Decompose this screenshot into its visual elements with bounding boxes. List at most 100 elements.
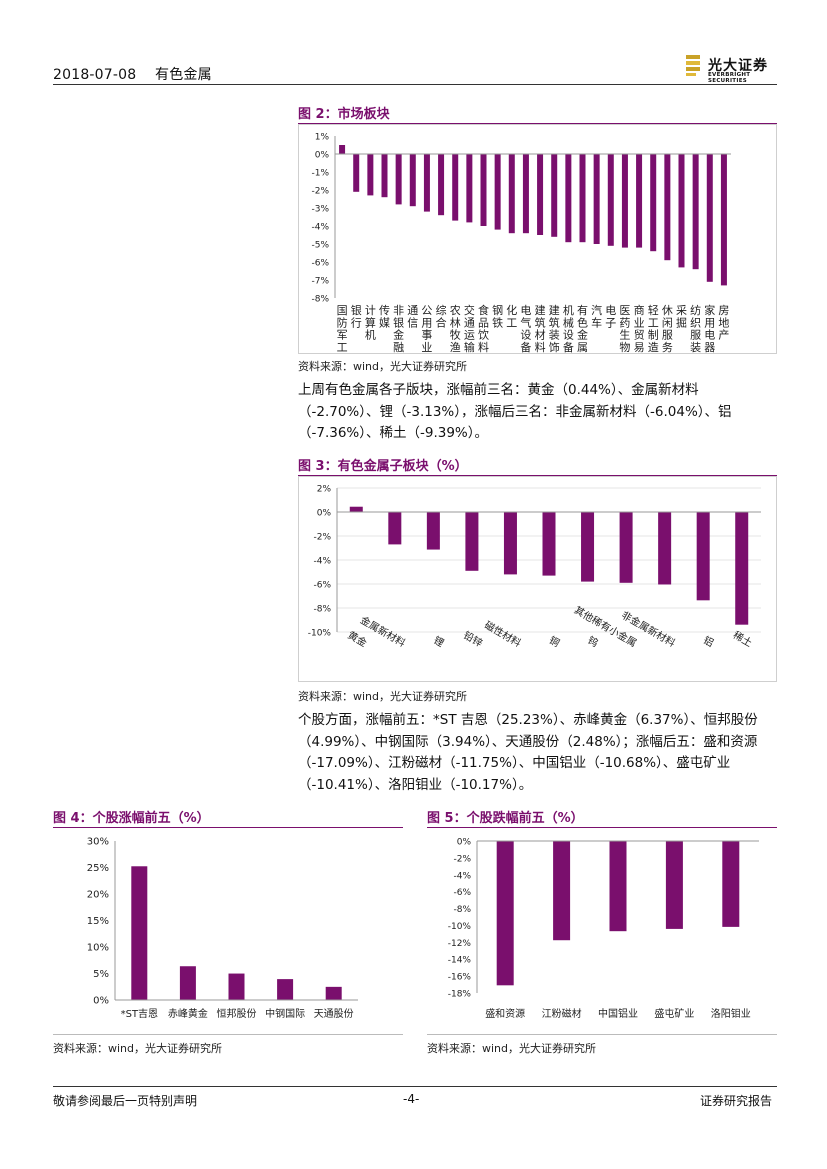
fig2-bar xyxy=(395,154,402,205)
fig3-bar xyxy=(658,512,672,585)
fig3-xtick-label: 铝 xyxy=(701,634,716,649)
fig2-xtick-label: 牧 xyxy=(450,328,461,342)
fig3-ytick-label: -8% xyxy=(313,605,331,615)
fig4-bar xyxy=(277,979,294,1000)
fig2-bar xyxy=(593,154,600,244)
fig2-xtick-label: 备 xyxy=(563,340,574,353)
company-logo: 光大证券 EVERBRIGHT SECURITIES xyxy=(684,54,780,84)
fig3-bar xyxy=(465,512,479,571)
fig5-ytick-label: -14% xyxy=(448,956,472,966)
fig2-bar xyxy=(636,154,643,248)
fig3-chart-svg: 2%0%-2%-4%-6%-8%-10% 黄金金属新材料锂铅锌磁性材料铜钨其他稀有… xyxy=(308,485,761,650)
fig2-ytick-label: -8% xyxy=(311,295,329,305)
fig5-bar xyxy=(722,841,740,927)
fig2-xtick-label: 计 xyxy=(365,304,376,317)
fig2-xtick-label: 金 xyxy=(393,328,404,342)
fig2-xtick-label: 装 xyxy=(549,329,560,342)
fig5-bar xyxy=(553,841,571,941)
fig5-ytick-label: -2% xyxy=(453,854,471,864)
fig5-xtick-label: 盛和资源 xyxy=(485,1007,525,1020)
logo-mark-icon xyxy=(686,55,700,76)
fig4-ytick-label: 20% xyxy=(87,890,109,901)
fig2-ytick-label: -6% xyxy=(311,259,329,269)
fig2-xtick-label: 材 xyxy=(535,328,546,342)
footer-disclaimer: 敬请参阅最后一页特别声明 xyxy=(53,1094,198,1108)
fig2-xtick-label: 用 xyxy=(421,316,432,329)
fig2-xtick-label: 通 xyxy=(464,316,475,329)
fig2-title: 图 2：市场板块 xyxy=(298,107,390,122)
fig2-bar xyxy=(706,154,713,282)
fig2-title-rule xyxy=(298,123,777,124)
fig3-bar xyxy=(426,512,440,550)
fig2-xtick-label: 输 xyxy=(464,340,475,353)
fig2-xtick-label: 饰 xyxy=(549,340,560,353)
fig2-ytick-label: -1% xyxy=(311,169,329,179)
fig2-xtick-label: 非 xyxy=(393,304,404,317)
fig3-bar xyxy=(349,506,363,512)
fig2-bar xyxy=(522,154,529,234)
fig2-xtick-label: 防 xyxy=(337,315,348,329)
fig2-xtick-label: 闲 xyxy=(662,315,673,329)
fig5-bar xyxy=(609,841,627,932)
fig2-bar xyxy=(551,154,558,237)
fig2-bar xyxy=(692,154,699,270)
fig2-xtick-label: 业 xyxy=(634,316,645,329)
fig2-xtick-label: 食 xyxy=(478,303,489,317)
fig5-bar xyxy=(496,841,514,986)
fig2-bar xyxy=(621,154,628,248)
fig2-xtick-label: 气 xyxy=(520,315,531,329)
fig2-xtick-label: 轻 xyxy=(648,303,659,317)
fig2-xtick-label: 车 xyxy=(591,315,602,329)
fig3-bar xyxy=(581,512,595,582)
fig2-xtick-label: 电 xyxy=(605,304,616,317)
fig3-bar xyxy=(696,512,710,601)
footer-rule xyxy=(53,1086,777,1087)
fig2-xtick-label: 综 xyxy=(436,303,447,317)
fig4-xtick-label: 赤峰黄金 xyxy=(168,1007,208,1020)
fig2-xtick-label: 子 xyxy=(605,316,616,329)
fig2-xtick-label: 家 xyxy=(704,303,715,317)
fig2-xtick-label: 纺 xyxy=(690,303,701,317)
fig2-xtick-label: 筑 xyxy=(549,315,560,329)
fig4-ytick-label: 15% xyxy=(87,916,109,927)
fig2-ytick-label: 0% xyxy=(315,151,330,161)
fig2-bar xyxy=(664,154,671,261)
fig2-bar xyxy=(466,154,473,223)
fig3-xtick-label: 铜 xyxy=(547,634,562,649)
fig2-ytick-label: 1% xyxy=(315,133,330,143)
fig2-xtick-label: 服 xyxy=(662,329,673,342)
fig2-xtick-label: 金 xyxy=(577,328,588,342)
header-rule xyxy=(53,84,777,85)
fig5-chart: 0% -2% -4% -6% -8% -10% -12% -14% -16% -18% 盛和资源 江粉… xyxy=(427,828,777,1028)
fig2-xtick-label: 化 xyxy=(506,303,517,317)
fig5-bottom-rule xyxy=(427,1034,777,1035)
fig3-xtick-label: 磁性材料 xyxy=(482,618,523,649)
footer-report-type: 证券研究报告 xyxy=(700,1094,773,1108)
fig3-ytick-label: -4% xyxy=(313,557,331,567)
fig2-xtick-label: 用 xyxy=(704,316,715,329)
report-sector: 有色金属 xyxy=(155,67,212,83)
fig5-ytick-label: 0% xyxy=(457,838,472,848)
fig2-xtick-label: 算 xyxy=(365,315,376,329)
fig2-xtick-label: 有 xyxy=(577,303,588,317)
paragraph-subsector-summary: 上周有色金属各子版块，涨幅前三名：黄金（0.44%）、金属新材料（-2.70%）… xyxy=(298,382,732,441)
fig2-xtick-label: 工 xyxy=(506,316,517,329)
fig3-xtick-label: 其他稀有小金属 xyxy=(572,603,639,649)
fig2-xtick-label: 事 xyxy=(421,329,432,342)
fig2-xtick-label: 运 xyxy=(464,329,475,342)
fig2-xtick-label: 采 xyxy=(676,304,687,317)
fig5-title: 图 5：个股跌幅前五（%） xyxy=(427,811,584,826)
fig2-xtick-label: 药 xyxy=(619,316,630,329)
fig2-xtick-label: 机 xyxy=(365,328,376,342)
logo-text-cn: 光大证券 xyxy=(708,58,768,74)
paragraph-stock-summary: 个股方面，涨幅前五：*ST 吉恩（25.23%）、赤峰黄金（6.37%）、恒邦股… xyxy=(298,712,758,793)
page-number: -4- xyxy=(403,1092,420,1106)
fig2-xtick-label: 林 xyxy=(450,315,461,329)
fig2-xtick-label: 械 xyxy=(563,315,574,329)
fig2-xtick-label: 设 xyxy=(563,329,574,342)
fig2-bar xyxy=(423,154,430,212)
fig3-source: 资料来源：wind，光大证券研究所 xyxy=(298,690,468,703)
fig2-xtick-label: 器 xyxy=(704,341,715,353)
fig2-xtick-label: 合 xyxy=(436,315,447,329)
fig3-bar xyxy=(735,512,749,625)
